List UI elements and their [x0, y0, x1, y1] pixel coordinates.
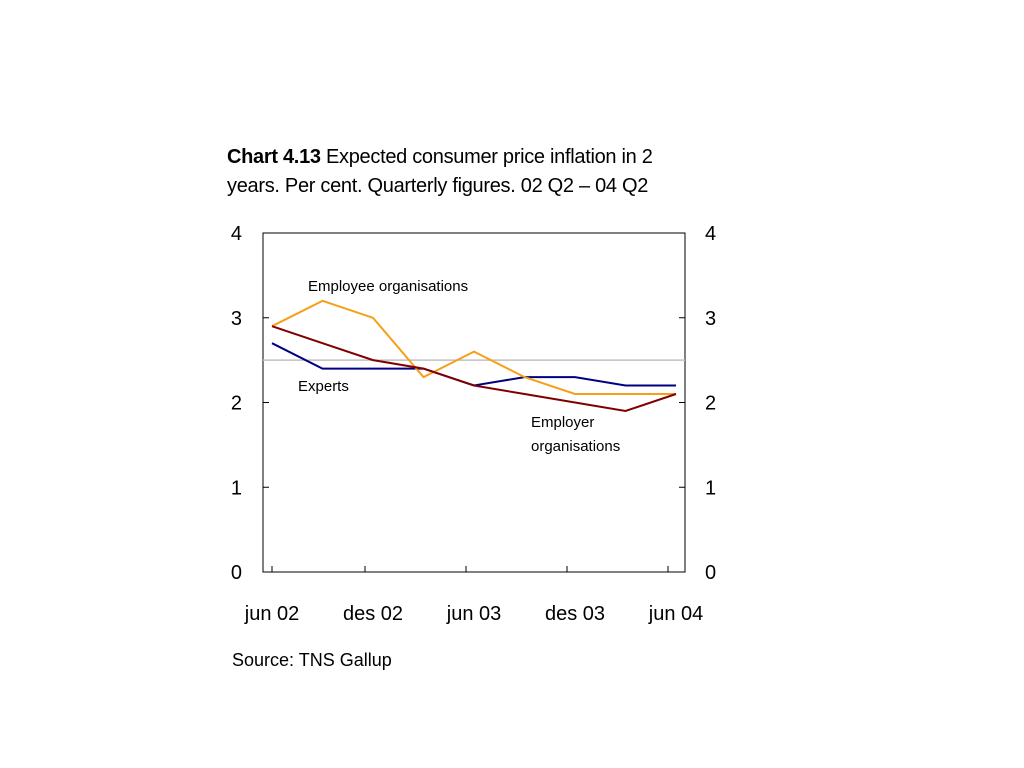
chart-title: Chart 4.13 Expected consumer price infla… [227, 143, 707, 201]
annotation-experts: Experts [298, 378, 349, 395]
y-tick-label-left: 1 [231, 477, 242, 499]
y-tick-label-right: 0 [705, 562, 716, 584]
annotation-employee-organisations: Employee organisations [308, 278, 468, 295]
source-note: Source: TNS Gallup [232, 650, 392, 670]
y-tick-label-right: 3 [705, 308, 716, 330]
x-tick-label: des 03 [545, 603, 605, 625]
x-tick-label: des 02 [343, 603, 403, 625]
x-tick-label: jun 02 [244, 603, 300, 625]
chart-number: Chart 4.13 [227, 146, 321, 168]
chart-title-text: Expected consumer price inflation in 2 y… [227, 146, 653, 197]
y-tick-label-left: 3 [231, 308, 242, 330]
x-tick-label: jun 04 [648, 603, 704, 625]
annotation-employer-line1: Employer [531, 414, 594, 431]
series-line-employer-organisations [271, 325, 677, 413]
annotation-employer-line2: organisations [531, 438, 620, 455]
y-tick-label-right: 1 [705, 477, 716, 499]
series-line-employee-organisations [271, 299, 676, 395]
y-tick-label-left: 0 [231, 562, 242, 584]
x-tick-label: jun 03 [446, 603, 502, 625]
y-tick-label-right: 4 [705, 223, 716, 245]
y-tick-label-left: 2 [231, 393, 242, 415]
y-tick-label-left: 4 [231, 223, 242, 245]
y-tick-label-right: 2 [705, 393, 716, 415]
